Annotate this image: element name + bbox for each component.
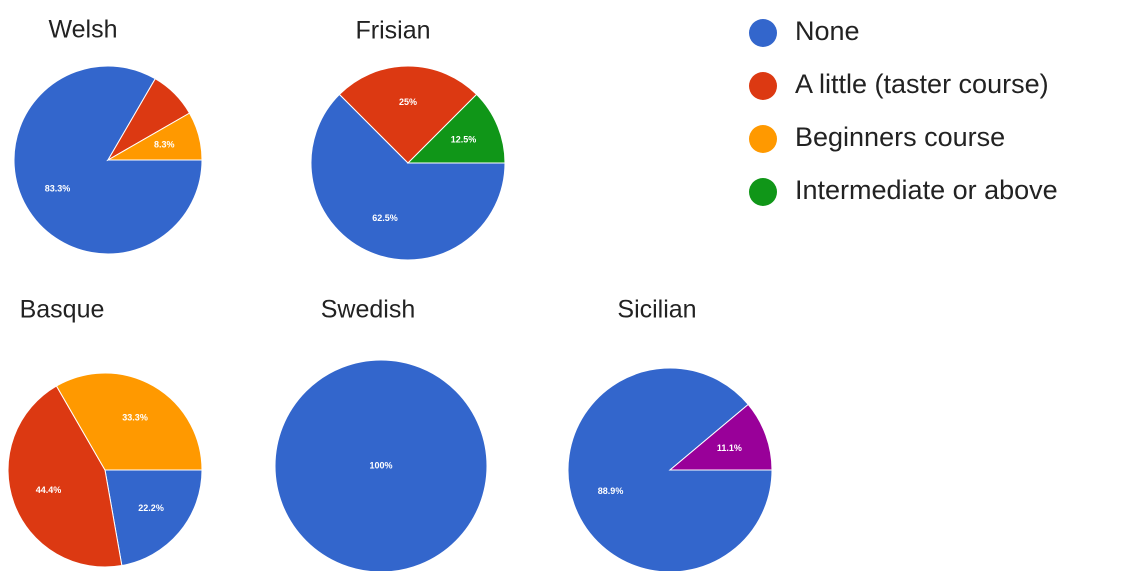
legend-swatch (749, 125, 777, 153)
legend-label: Beginners course (795, 122, 1005, 152)
slice-label: 25% (399, 97, 417, 107)
pie-slice (310, 93, 506, 261)
slice-label: 88.9% (598, 486, 624, 496)
slice-label: 100% (369, 460, 392, 470)
pie-slice (668, 403, 773, 471)
legend-label: Intermediate or above (795, 175, 1058, 205)
pie-chart: Swedish 100% (274, 296, 488, 571)
chart-title: Swedish (321, 296, 416, 324)
legend-swatch (749, 178, 777, 206)
slice-label: 83.3% (45, 183, 71, 193)
slice-label: 33.3% (122, 412, 148, 422)
legend-label: None (795, 16, 860, 46)
pie-slice (104, 469, 203, 567)
legend-swatch (749, 19, 777, 47)
chart-title: Frisian (355, 17, 430, 45)
pie-slice (406, 93, 506, 164)
pie-slice (274, 359, 488, 571)
pie-slice (106, 112, 203, 161)
slice-label: 8.3% (154, 139, 175, 149)
slice-label: 22.2% (138, 503, 164, 513)
legend: None A little (taster course) Beginners co… (749, 16, 1058, 206)
slice-label: 44.4% (36, 485, 62, 495)
pie-slice (55, 372, 203, 471)
pie-chart: Frisian 62.5% 25% 12.5% (310, 17, 506, 261)
legend-label: A little (taster course) (795, 69, 1049, 99)
slice-label: 11.1% (717, 443, 742, 453)
pie-chart: Sicilian 88.9% 11.1% (567, 296, 773, 571)
legend-swatch (749, 72, 777, 100)
slice-label: 62.5% (372, 213, 398, 223)
chart-title: Sicilian (617, 296, 696, 324)
pie-slice (13, 65, 203, 255)
pie-chart: Welsh 83.3% 8.3% (13, 16, 203, 255)
pie-chart: Basque 22.2% 44.4% 33.3% (7, 296, 203, 568)
pie-slice (7, 385, 123, 568)
pie-slice (338, 65, 478, 164)
chart-title: Welsh (48, 16, 117, 44)
chart-title: Basque (20, 296, 105, 324)
slice-label: 12.5% (451, 134, 477, 144)
